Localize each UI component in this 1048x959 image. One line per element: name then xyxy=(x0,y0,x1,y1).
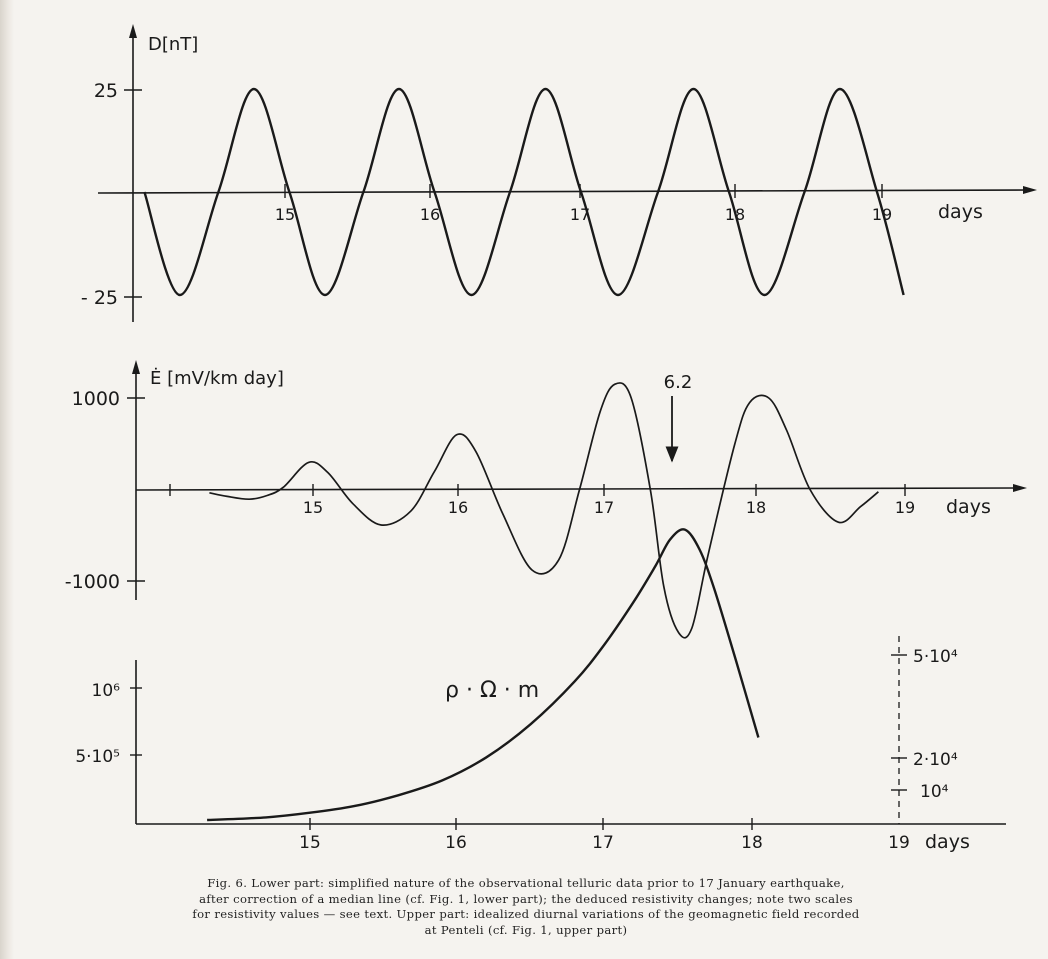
upper-x-arrowhead xyxy=(1023,186,1037,194)
figure-chart: D[nT] 25 - 25 15 16 17 18 19 days Ė [mV/… xyxy=(65,24,1037,853)
middle-x-ticks xyxy=(169,484,906,496)
lower-series-line xyxy=(207,528,760,822)
lower-x-ticks xyxy=(309,818,753,830)
upper-x-tick-label: 16 xyxy=(420,205,440,224)
upper-y-tick-label-top: 25 xyxy=(94,80,118,102)
caption-line-4: at Penteli (cf. Fig. 1, upper part) xyxy=(424,922,628,937)
lower-left-tick-label-upper: 10⁶ xyxy=(92,681,121,701)
middle-x-tick-label: 15 xyxy=(303,498,323,517)
right-scale-label-top: 5·10⁴ xyxy=(913,647,958,667)
upper-panel: D[nT] 25 - 25 15 16 17 18 19 days xyxy=(81,24,1037,322)
upper-x-axis xyxy=(97,189,1031,194)
figure-caption: Fig. 6. Lower part: simplified nature of… xyxy=(8,876,1044,938)
upper-y-arrowhead xyxy=(129,24,137,38)
middle-y-arrowhead xyxy=(132,360,140,374)
middle-y-tick-label-top: 1000 xyxy=(72,388,120,410)
resistivity-curve-label: ρ · Ω · m xyxy=(445,678,539,703)
upper-x-axis-unit: days xyxy=(938,201,983,223)
lower-x-tick-label: 16 xyxy=(445,833,467,853)
middle-x-tick-label: 19 xyxy=(895,498,915,517)
middle-series-line xyxy=(209,382,879,639)
middle-x-tick-label: 16 xyxy=(448,498,468,517)
upper-series-line xyxy=(143,87,905,297)
lower-left-tick-label-lower: 5·10⁵ xyxy=(75,747,120,767)
caption-line-2: after correction of a median line (cf. F… xyxy=(199,891,853,906)
middle-x-arrowhead xyxy=(1013,484,1027,492)
upper-x-ticks xyxy=(284,184,883,198)
middle-y-tick-label-bottom: -1000 xyxy=(65,571,120,593)
right-scale-label-mid: 2·10⁴ xyxy=(913,750,958,770)
middle-x-axis xyxy=(135,487,1021,491)
lower-x-axis-unit: days xyxy=(925,831,970,853)
earthquake-annotation-label: 6.2 xyxy=(664,372,693,393)
upper-x-tick-label: 17 xyxy=(570,205,590,224)
lower-panel: 10⁶ 5·10⁵ 5·10⁴ 2·10⁴ 10⁴ ρ · Ω · m 15 1… xyxy=(75,528,1006,853)
right-scale-label-low: 10⁴ xyxy=(920,782,949,802)
upper-y-label: D[nT] xyxy=(148,34,198,55)
middle-x-axis-unit: days xyxy=(946,496,991,518)
middle-panel: Ė [mV/km day] 1000 -1000 15 16 17 18 19 … xyxy=(65,360,1027,639)
scan-edge-shadow xyxy=(0,0,14,959)
upper-y-tick-label-bottom: - 25 xyxy=(81,287,118,309)
caption-line-1: Fig. 6. Lower part: simplified nature of… xyxy=(207,876,845,890)
caption-line-3: for resistivity values — see text. Upper… xyxy=(192,907,860,921)
middle-x-tick-label: 18 xyxy=(746,498,766,517)
upper-x-tick-label: 15 xyxy=(275,205,295,224)
middle-x-tick-label: 17 xyxy=(594,498,614,517)
upper-x-tick-label: 19 xyxy=(872,205,892,224)
middle-y-label: Ė [mV/km day] xyxy=(150,368,284,389)
lower-x-tick-label: 19 xyxy=(888,833,910,853)
lower-x-tick-label: 18 xyxy=(741,833,763,853)
lower-x-tick-label: 17 xyxy=(592,833,614,853)
lower-x-tick-label: 15 xyxy=(299,833,321,853)
